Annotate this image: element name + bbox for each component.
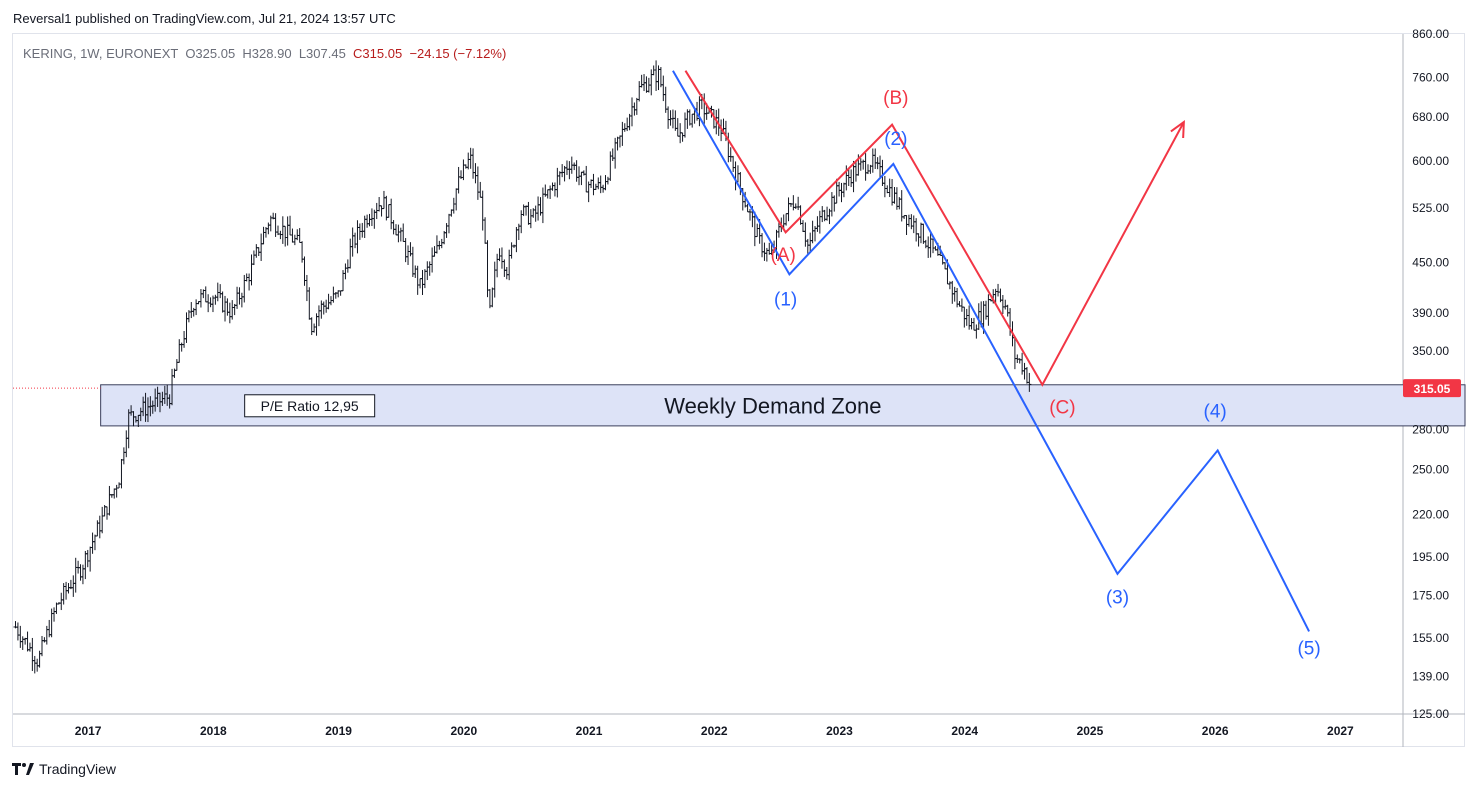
x-tick-label: 2023 [826, 724, 853, 738]
legend-change: −24.15 (−7.12%) [409, 46, 507, 61]
legend-low: L307.45 [298, 46, 346, 61]
pe-ratio-box [244, 394, 376, 418]
y-tick-label: 760.00 [1412, 71, 1449, 85]
red-abc-path [684, 70, 1185, 387]
x-tick-label: 2024 [951, 724, 978, 738]
legend-high: H328.90 [242, 46, 292, 61]
y-tick-label: 139.00 [1412, 670, 1449, 684]
tradingview-footer[interactable]: TradingView [12, 761, 116, 777]
x-tick-label: 2017 [75, 724, 102, 738]
y-tick-label: 125.00 [1412, 707, 1449, 721]
y-tick-label: 195.00 [1412, 550, 1449, 564]
wave-label-c: (C) [1049, 398, 1075, 419]
wave-label-1: (1) [774, 290, 797, 311]
wave-label-5: (5) [1297, 638, 1320, 659]
blue-impulse-path [672, 70, 1310, 632]
y-tick-label: 390.00 [1412, 306, 1449, 320]
wave-label-a: (A) [770, 245, 795, 266]
y-tick-label: 220.00 [1412, 508, 1449, 522]
x-tick-label: 2025 [1077, 724, 1104, 738]
wave-label-3: (3) [1106, 588, 1129, 609]
y-tick-label: 280.00 [1412, 423, 1449, 437]
symbol-legend: KERING, 1W, EURONEXT O325.05 H328.90 L30… [23, 46, 506, 61]
wave-label-2: (2) [884, 129, 907, 150]
wave-label-4: (4) [1204, 401, 1227, 422]
wave-label-b: (B) [883, 88, 908, 109]
y-tick-label: 250.00 [1412, 463, 1449, 477]
y-tick-label: 450.00 [1412, 255, 1449, 269]
last-price-badge [1403, 379, 1461, 398]
x-tick-label: 2027 [1327, 724, 1354, 738]
y-tick-label: 155.00 [1412, 631, 1449, 645]
x-tick-label: 2019 [325, 724, 352, 738]
legend-open: O325.05 [185, 46, 236, 61]
x-tick-label: 2021 [576, 724, 603, 738]
y-tick-label: 350.00 [1412, 344, 1449, 358]
red-arrow-head [1170, 120, 1185, 139]
x-tick-label: 2018 [200, 724, 227, 738]
y-tick-label: 680.00 [1412, 110, 1449, 124]
tradingview-brand: TradingView [39, 761, 117, 777]
y-tick-label: 860.00 [1412, 27, 1449, 41]
x-tick-label: 2022 [701, 724, 728, 738]
legend-symbol: KERING, 1W, EURONEXT [23, 46, 179, 61]
y-tick-label: 600.00 [1412, 154, 1449, 168]
x-tick-label: 2020 [450, 724, 477, 738]
x-tick-label: 2026 [1202, 724, 1229, 738]
pe-ratio-label: P/E Ratio 12,95 [261, 398, 359, 414]
y-tick-label: 175.00 [1412, 588, 1449, 602]
price-bars [13, 60, 1032, 674]
legend-close: C315.05 [353, 46, 403, 61]
last-price-label: 315.05 [1414, 382, 1451, 396]
publisher-line: Reversal1 published on TradingView.com, … [13, 11, 396, 26]
demand-zone-label: Weekly Demand Zone [664, 393, 881, 418]
tradingview-logo-icon [12, 762, 34, 776]
y-tick-label: 525.00 [1412, 201, 1449, 215]
